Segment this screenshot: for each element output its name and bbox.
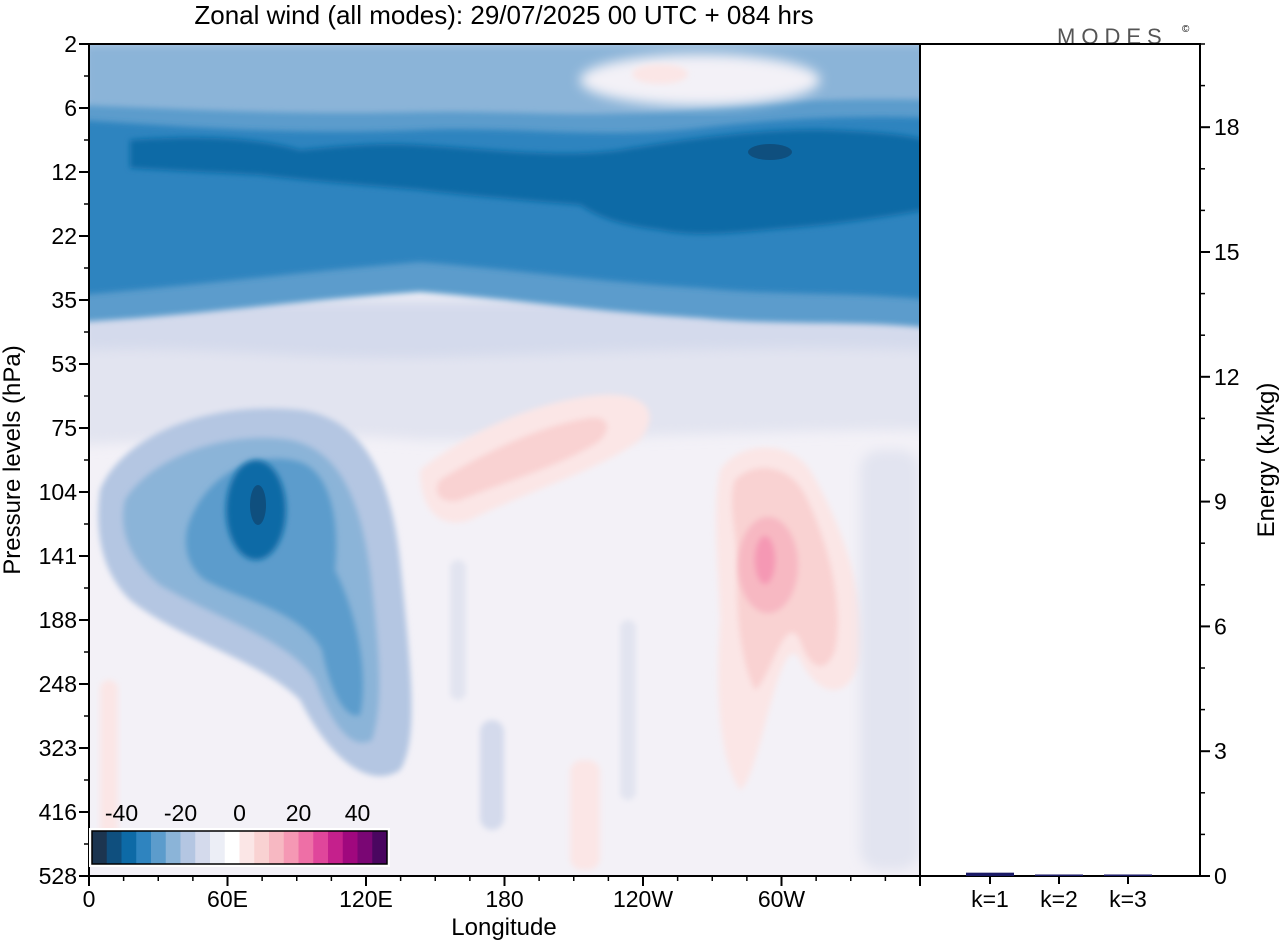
- colorbar-swatch: [136, 831, 152, 864]
- colorbar-swatch: [210, 831, 226, 864]
- y-tick-label: 22: [51, 223, 77, 249]
- energy-tick-label: 12: [1214, 364, 1240, 390]
- lower-streak-4: [860, 450, 920, 870]
- chart-title: Zonal wind (all modes): 29/07/2025 00 UT…: [194, 0, 813, 30]
- colorbar-swatch: [239, 831, 255, 864]
- logo-mark: ©: [1182, 24, 1190, 35]
- energy-bar: [1104, 874, 1152, 876]
- longitude-axis: 0 60E 120E 180 120W 60W: [83, 876, 921, 912]
- lower-streak-3: [620, 620, 636, 800]
- y-tick-label: 323: [39, 735, 77, 761]
- colorbar-swatch: [298, 831, 314, 864]
- x-tick-label: 120E: [339, 886, 393, 912]
- energy-category-label: k=2: [1040, 886, 1078, 912]
- colorbar-frame: [91, 830, 388, 865]
- energy-bars: [966, 872, 1152, 876]
- colorbar-label: -40: [105, 800, 138, 826]
- jet-inner: [130, 129, 920, 234]
- energy-axis: 0 3 6 9 12 15 18: [1200, 43, 1240, 889]
- y-tick-label: 248: [39, 671, 77, 697]
- y-tick-label: 2: [64, 31, 77, 57]
- y-tick-label: 53: [51, 351, 77, 377]
- colorbar: -40 -20 0 20 40: [89, 800, 390, 867]
- y-tick-label: 104: [39, 479, 78, 505]
- colorbar-swatch: [92, 831, 108, 864]
- y-axis-title: Pressure levels (hPa): [0, 345, 26, 574]
- energy-tick-label: 3: [1214, 738, 1227, 764]
- colorbar-label: 0: [233, 800, 246, 826]
- energy-tick-label: 9: [1214, 489, 1227, 515]
- colorbar-swatch: [313, 831, 329, 864]
- y-tick-label: 75: [51, 415, 77, 441]
- colorbar-swatch: [372, 831, 388, 864]
- energy-category-label: k=1: [971, 886, 1009, 912]
- energy-bar: [1035, 874, 1083, 876]
- energy-tick-label: 0: [1214, 863, 1227, 889]
- westerly-band-core: [436, 417, 608, 502]
- colorbar-label: 40: [345, 800, 371, 826]
- upper-pale-patch: [580, 54, 820, 106]
- colorbar-swatch: [151, 831, 167, 864]
- lower-streak-6: [570, 760, 600, 870]
- colorbar-swatch: [180, 831, 196, 864]
- x-tick-label: 60E: [207, 886, 248, 912]
- colorbar-swatch: [254, 831, 270, 864]
- x-tick-label: 120W: [613, 886, 673, 912]
- easterly-core-max: [250, 485, 266, 525]
- colorbar-swatch: [328, 831, 344, 864]
- energy-categories: k=1 k=2 k=3: [971, 876, 1147, 912]
- y-tick-label: 12: [51, 159, 77, 185]
- energy-bar: [966, 872, 1014, 876]
- y-tick-label: 188: [39, 607, 77, 633]
- y-tick-label: 416: [39, 799, 77, 825]
- colorbar-swatch: [106, 831, 122, 864]
- colorbar-swatch: [357, 831, 373, 864]
- energy-tick-label: 15: [1214, 239, 1240, 265]
- colorbar-swatch: [283, 831, 299, 864]
- colorbar-swatch: [121, 831, 137, 864]
- colorbar-swatch: [342, 831, 358, 864]
- colorbar-swatch: [224, 831, 240, 864]
- westerly-max-core: [755, 536, 775, 584]
- jet-core: [748, 144, 792, 160]
- y-tick-label: 141: [39, 543, 77, 569]
- y-tick-label: 528: [39, 863, 77, 889]
- energy-category-label: k=3: [1109, 886, 1147, 912]
- x-tick-label: 0: [83, 886, 96, 912]
- energy-axis-title: Energy (kJ/kg): [1253, 383, 1280, 538]
- colorbar-swatch: [165, 831, 181, 864]
- x-tick-label: 180: [485, 886, 523, 912]
- lower-streak-5: [100, 680, 118, 840]
- lower-streak-1: [480, 720, 504, 830]
- y-tick-label: 35: [51, 287, 77, 313]
- colorbar-swatch: [195, 831, 211, 864]
- colorbar-label: 20: [286, 800, 312, 826]
- colorbar-swatch: [269, 831, 285, 864]
- energy-tick-label: 18: [1214, 114, 1240, 140]
- upper-pink-patch: [632, 64, 688, 84]
- energy-panel-frame: [919, 43, 1201, 877]
- y-tick-label: 6: [64, 95, 77, 121]
- heatmap-field: [89, 44, 920, 876]
- lower-streak-2: [450, 560, 466, 700]
- colorbar-label: -20: [164, 800, 197, 826]
- energy-tick-label: 6: [1214, 613, 1227, 639]
- x-tick-label: 60W: [758, 886, 806, 912]
- pressure-axis: 2 6 12 22 35 53 75 104 141 188 248 323 416 528: [39, 31, 89, 889]
- x-axis-title: Longitude: [451, 914, 556, 941]
